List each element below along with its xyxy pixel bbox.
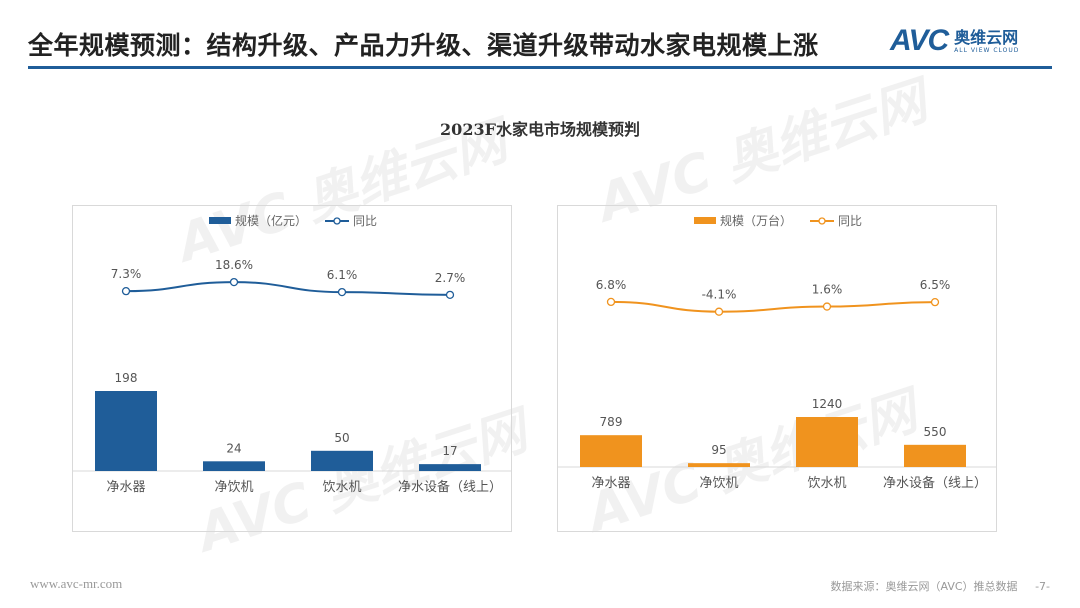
yoy-data-label: 6.8%	[596, 278, 627, 292]
footer-url: www.avc-mr.com	[30, 576, 123, 591]
yoy-point	[606, 297, 616, 307]
bar	[203, 461, 265, 471]
yoy-point	[337, 287, 347, 297]
legend-line-label: 同比	[838, 214, 862, 228]
footer-source: 数据来源：奥维云网（AVC）推总数据 -7-	[831, 578, 1050, 594]
chart-panel-volume: 规模（万台） 同比 789 净水器 95 净饮机 1240 饮水机 550 净水设备（线上） 6.8…	[557, 205, 997, 532]
legend-line-label: 同比	[353, 214, 377, 228]
yoy-point	[229, 277, 239, 287]
x-tick-label: 净水设备（线上）	[883, 475, 987, 491]
bar	[688, 463, 750, 467]
bar-data-label: 95	[711, 443, 726, 457]
yoy-data-label: 6.5%	[920, 278, 951, 292]
bar-data-label: 50	[334, 431, 349, 445]
legend-line-marker	[818, 217, 826, 225]
slide-title: 全年规模预测：结构升级、产品力升级、渠道升级带动水家电规模上涨	[28, 31, 819, 60]
logo-cn: 奥维云网	[954, 27, 1019, 47]
x-tick-label: 净水器	[106, 480, 145, 495]
chart-panel-value: 规模（亿元） 同比 198 净水器 24 净饮机 50 饮水机 17 净水设备（线上） 7.3% 18…	[72, 205, 512, 532]
source-text: 数据来源：奥维云网（AVC）推总数据	[830, 580, 1018, 593]
yoy-line	[610, 300, 936, 313]
chart-title: 2023F水家电市场规模预判	[440, 120, 640, 139]
yoy-line	[125, 281, 451, 296]
bar-data-label: 1240	[812, 397, 843, 411]
page-number: -7-	[1035, 580, 1050, 593]
legend-line-marker	[333, 217, 341, 225]
yoy-point	[822, 302, 832, 311]
yoy-data-label: 7.3%	[111, 267, 142, 281]
legend-bar-swatch	[694, 217, 716, 224]
x-tick-label: 净水器	[591, 476, 630, 491]
bar	[419, 464, 481, 471]
yoy-point	[121, 287, 131, 296]
x-tick-label: 饮水机	[322, 480, 361, 495]
yoy-data-label: 1.6%	[812, 283, 843, 297]
bar-data-label: 198	[115, 371, 138, 385]
bar-data-label: 550	[924, 425, 947, 439]
yoy-data-label: 18.6%	[215, 258, 253, 272]
bar	[95, 391, 157, 471]
chart-value: 规模（亿元） 同比 198 净水器 24 净饮机 50 饮水机 17 净水设备（线上） 7.3% 18…	[73, 213, 511, 495]
legend-bar-label: 规模（万台）	[720, 213, 792, 228]
bar	[311, 450, 373, 471]
avc-logo: AVC 奥维云网 ALL VIEW CLOUD	[890, 24, 1019, 58]
x-tick-label: 净饮机	[214, 480, 253, 495]
yoy-point	[445, 290, 455, 299]
chart-volume: 规模（万台） 同比 789 净水器 95 净饮机 1240 饮水机 550 净水设备（线上） 6.8…	[558, 213, 996, 491]
legend-bar-swatch	[209, 217, 231, 224]
yoy-point	[930, 298, 940, 307]
bar	[580, 435, 642, 467]
bar-data-label: 24	[226, 441, 241, 455]
legend-bar-label: 规模（亿元）	[235, 213, 307, 228]
x-tick-label: 净饮机	[699, 476, 738, 491]
x-tick-label: 净水设备（线上）	[398, 479, 502, 495]
yoy-point	[714, 307, 724, 316]
logo-en: ALL VIEW CLOUD	[954, 46, 1020, 54]
bar-data-label: 789	[600, 415, 623, 429]
bar-data-label: 17	[442, 444, 457, 458]
logo-mark: AVC	[890, 24, 949, 57]
yoy-data-label: 6.1%	[327, 268, 358, 282]
x-tick-label: 饮水机	[807, 476, 846, 491]
yoy-data-label: 2.7%	[435, 271, 466, 285]
title-divider	[28, 66, 1052, 69]
yoy-data-label: -4.1%	[702, 288, 737, 302]
bar	[904, 444, 966, 467]
bar	[796, 417, 858, 467]
